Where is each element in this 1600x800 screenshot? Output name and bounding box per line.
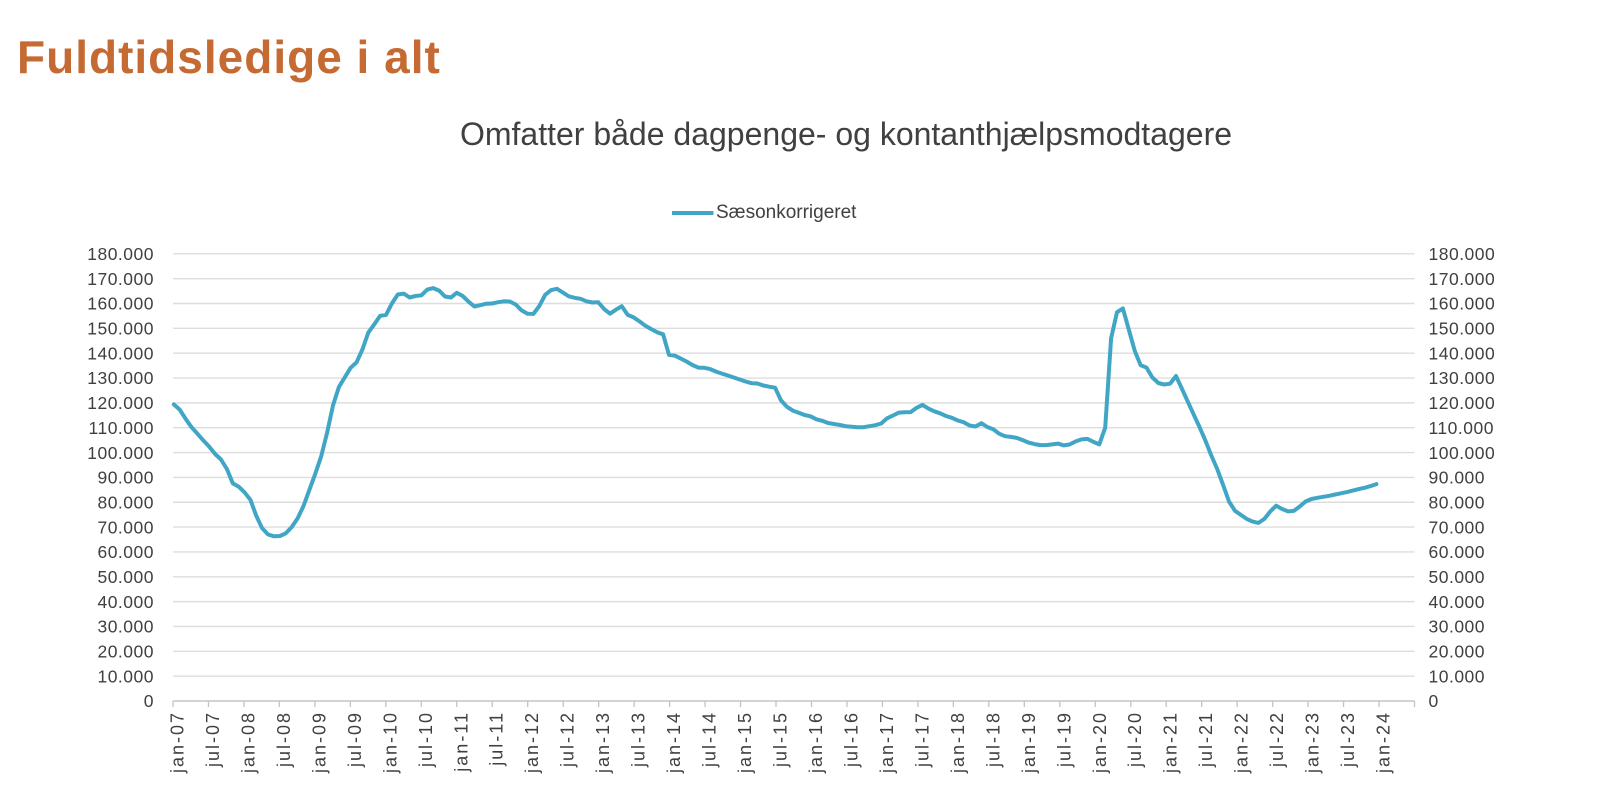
svg-text:130.000: 130.000	[87, 368, 154, 388]
svg-text:jan-21: jan-21	[1161, 711, 1181, 774]
svg-text:60.000: 60.000	[1429, 542, 1486, 562]
svg-text:jan-16: jan-16	[806, 711, 826, 774]
svg-text:jul-19: jul-19	[1054, 711, 1074, 768]
svg-text:100.000: 100.000	[87, 443, 154, 463]
svg-text:jan-09: jan-09	[309, 711, 329, 774]
svg-text:160.000: 160.000	[1429, 294, 1496, 314]
svg-text:jan-07: jan-07	[168, 711, 188, 774]
svg-text:40.000: 40.000	[1429, 592, 1486, 612]
svg-text:jan-23: jan-23	[1303, 711, 1323, 774]
svg-text:jan-10: jan-10	[380, 711, 400, 774]
svg-text:70.000: 70.000	[97, 517, 154, 537]
svg-text:jan-18: jan-18	[948, 711, 968, 774]
svg-text:20.000: 20.000	[97, 642, 154, 662]
svg-text:110.000: 110.000	[89, 418, 154, 438]
svg-text:jul-22: jul-22	[1267, 711, 1287, 768]
svg-text:jul-11: jul-11	[487, 711, 507, 767]
svg-text:jan-11: jan-11	[451, 711, 471, 773]
svg-text:Omfatter både dagpenge- og kon: Omfatter både dagpenge- og kontanthjælps…	[460, 116, 1232, 152]
svg-text:jan-20: jan-20	[1090, 711, 1110, 774]
svg-text:jan-08: jan-08	[238, 711, 258, 774]
svg-text:jan-14: jan-14	[664, 711, 684, 774]
svg-text:90.000: 90.000	[97, 468, 154, 488]
svg-text:jan-24: jan-24	[1374, 711, 1394, 774]
svg-text:jul-08: jul-08	[274, 711, 294, 768]
svg-text:Fuldtidsledige i alt: Fuldtidsledige i alt	[17, 31, 441, 83]
svg-text:jul-15: jul-15	[771, 711, 791, 768]
svg-text:90.000: 90.000	[1429, 468, 1486, 488]
svg-text:jan-15: jan-15	[735, 711, 755, 774]
svg-text:120.000: 120.000	[1429, 393, 1496, 413]
svg-text:jan-12: jan-12	[522, 711, 542, 774]
svg-text:0: 0	[1429, 691, 1439, 711]
svg-text:120.000: 120.000	[87, 393, 154, 413]
svg-text:jul-17: jul-17	[912, 711, 932, 768]
svg-text:160.000: 160.000	[87, 294, 154, 314]
svg-text:jan-13: jan-13	[593, 711, 613, 774]
svg-text:10.000: 10.000	[1429, 666, 1486, 686]
svg-text:jul-16: jul-16	[841, 711, 861, 768]
svg-text:100.000: 100.000	[1429, 443, 1496, 463]
svg-text:jul-12: jul-12	[558, 711, 578, 768]
svg-text:jul-09: jul-09	[345, 711, 365, 768]
svg-text:jul-10: jul-10	[416, 711, 436, 768]
svg-text:170.000: 170.000	[1429, 269, 1496, 289]
svg-text:170.000: 170.000	[87, 269, 154, 289]
svg-text:140.000: 140.000	[87, 343, 154, 363]
svg-text:jul-13: jul-13	[629, 711, 649, 768]
svg-text:180.000: 180.000	[1429, 244, 1496, 264]
svg-text:70.000: 70.000	[1429, 517, 1486, 537]
svg-text:10.000: 10.000	[97, 666, 154, 686]
svg-text:150.000: 150.000	[87, 319, 154, 339]
svg-text:80.000: 80.000	[97, 492, 154, 512]
svg-text:150.000: 150.000	[1429, 319, 1496, 339]
svg-text:jan-19: jan-19	[1019, 711, 1039, 774]
svg-text:jul-23: jul-23	[1338, 711, 1358, 768]
svg-text:30.000: 30.000	[1429, 617, 1486, 637]
svg-text:Sæsonkorrigeret: Sæsonkorrigeret	[716, 202, 857, 223]
svg-text:jul-14: jul-14	[700, 711, 720, 768]
svg-text:130.000: 130.000	[1429, 368, 1496, 388]
svg-text:jul-20: jul-20	[1125, 711, 1145, 768]
svg-text:30.000: 30.000	[97, 617, 154, 637]
svg-text:0: 0	[144, 691, 154, 711]
svg-text:80.000: 80.000	[1429, 492, 1486, 512]
svg-text:50.000: 50.000	[97, 567, 154, 587]
svg-text:140.000: 140.000	[1429, 343, 1496, 363]
svg-text:110.000: 110.000	[1429, 418, 1494, 438]
svg-text:20.000: 20.000	[1429, 642, 1486, 662]
svg-text:60.000: 60.000	[97, 542, 154, 562]
svg-text:40.000: 40.000	[97, 592, 154, 612]
svg-text:jan-17: jan-17	[877, 711, 897, 774]
svg-text:jul-18: jul-18	[983, 711, 1003, 768]
svg-text:jan-22: jan-22	[1232, 711, 1252, 774]
svg-text:jul-21: jul-21	[1196, 711, 1216, 768]
svg-text:50.000: 50.000	[1429, 567, 1486, 587]
svg-text:180.000: 180.000	[87, 244, 154, 264]
svg-text:jul-07: jul-07	[203, 711, 223, 768]
